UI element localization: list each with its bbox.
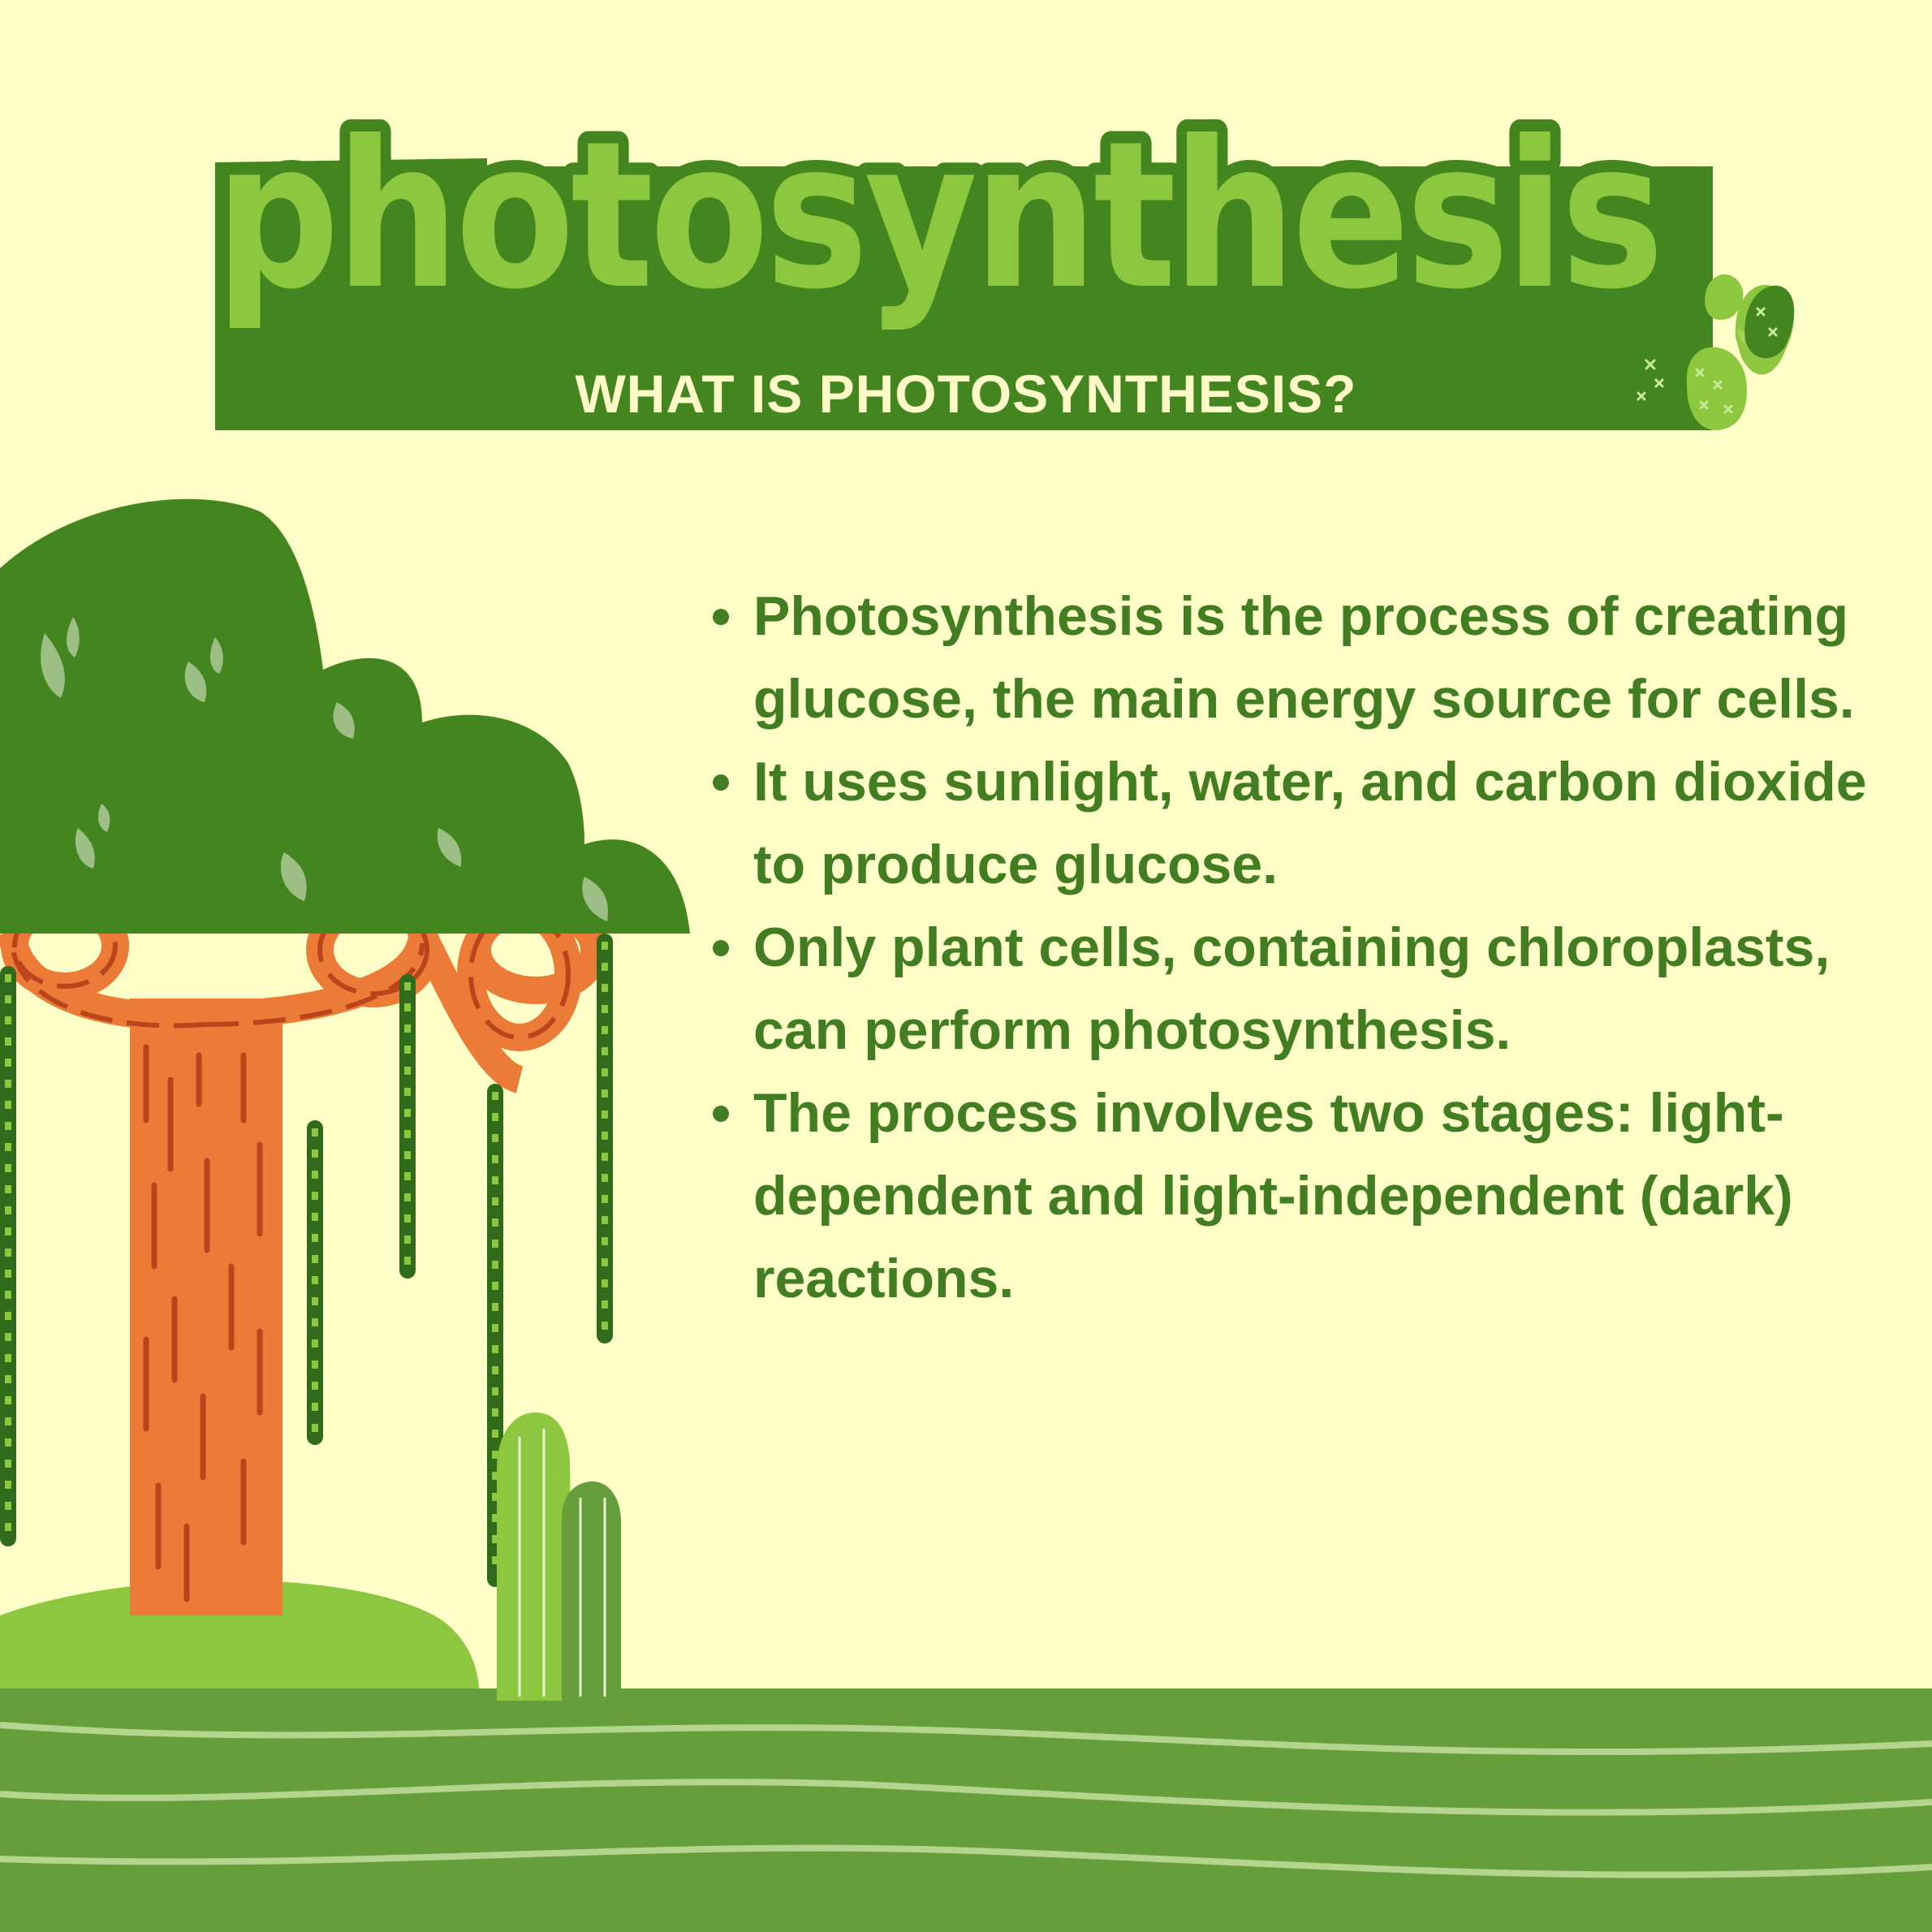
list-item: Photosynthesis is the process of creatin… xyxy=(708,575,1893,740)
page-subtitle: WHAT IS PHOTOSYNTHESIS? xyxy=(576,364,1357,424)
list-item: It uses sunlight, water, and carbon diox… xyxy=(708,740,1893,906)
grass-mound xyxy=(0,1580,479,1688)
title-banner: photosynthesis WHAT IS PHOTOSYNTHESIS? xyxy=(203,85,1713,430)
cactus-illustration xyxy=(497,1412,621,1701)
banner-background xyxy=(215,166,1713,430)
list-item: Only plant cells, containing chloroplast… xyxy=(708,906,1893,1072)
bullet-list: Photosynthesis is the process of creatin… xyxy=(708,575,1893,1320)
page-title: photosynthesis xyxy=(215,97,1660,334)
list-item: The process involves two stages: light-d… xyxy=(708,1072,1893,1320)
tree-illustration xyxy=(0,498,690,1615)
cactus-icon xyxy=(1637,274,1795,430)
ground-stripes xyxy=(0,1688,1932,1932)
